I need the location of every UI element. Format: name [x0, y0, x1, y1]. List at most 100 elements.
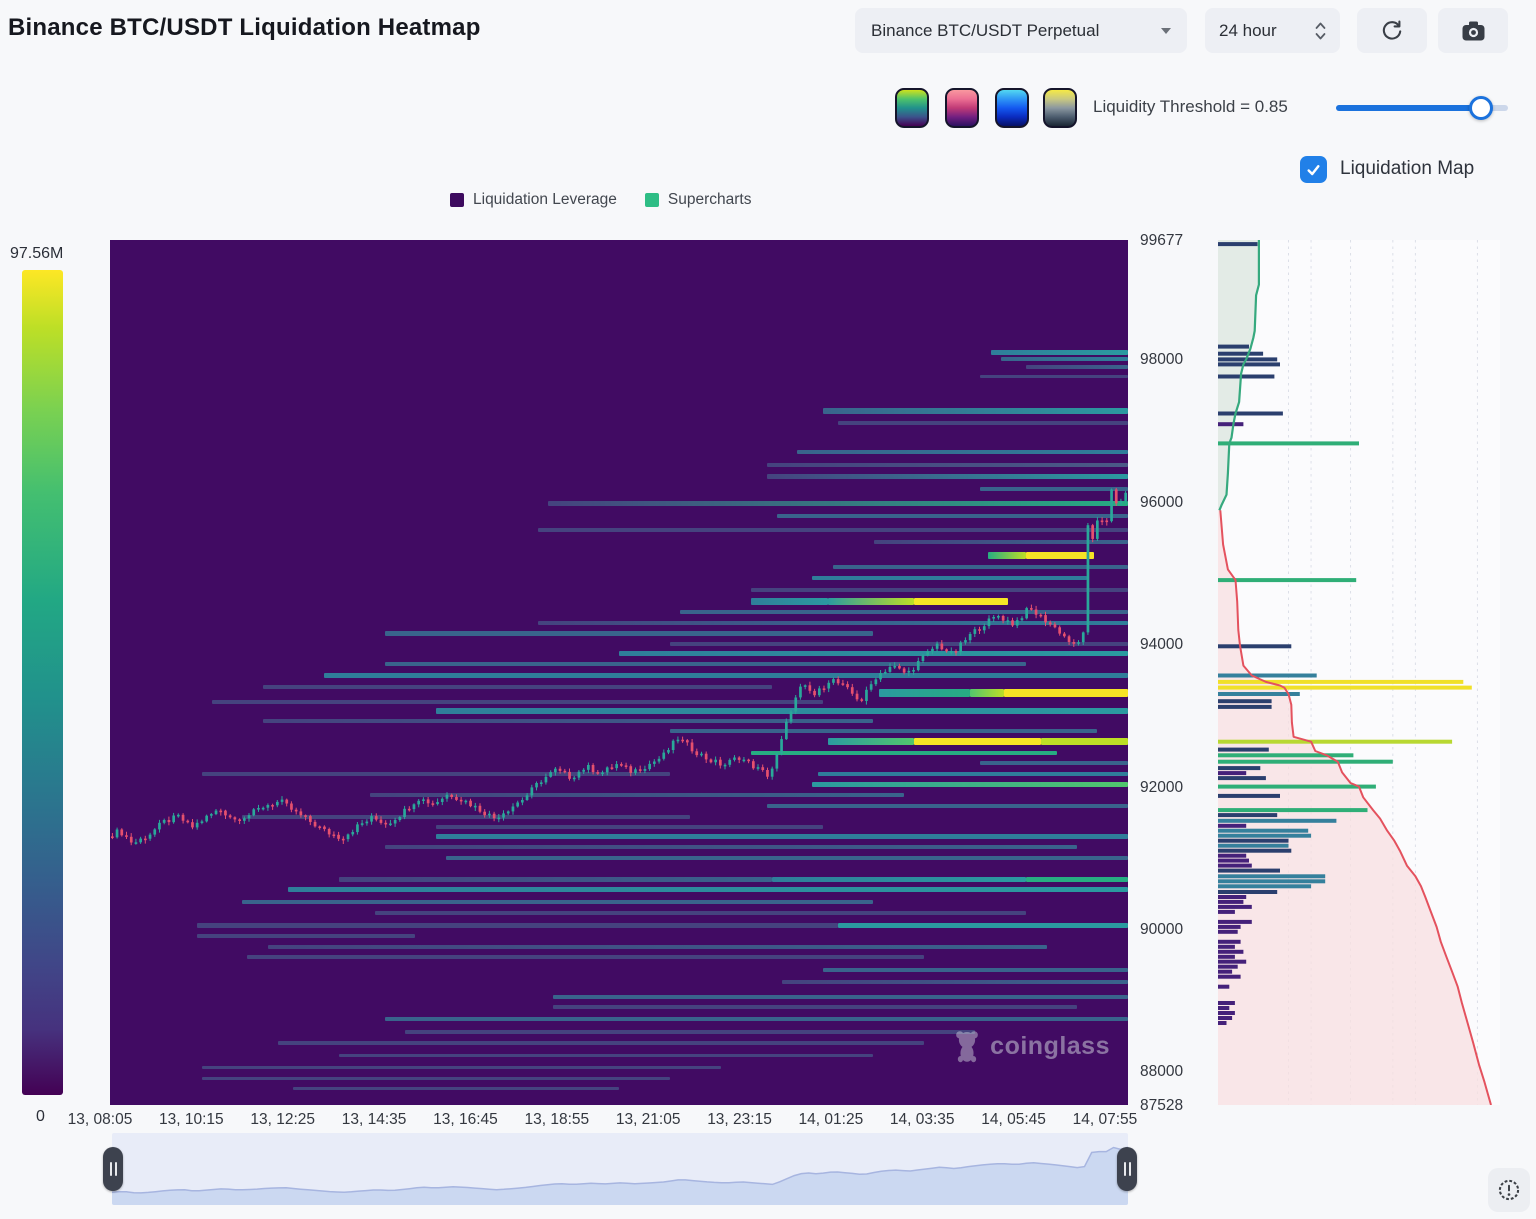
refresh-icon: [1382, 20, 1402, 40]
liq-bar: [1218, 969, 1233, 974]
liq-bar: [1218, 858, 1249, 863]
time-tick-label: 14, 01:25: [798, 1111, 864, 1128]
heat-streak: [288, 887, 1128, 893]
liq-bar: [1218, 823, 1247, 828]
heat-streak: [201, 1065, 721, 1069]
navigator-area-chart: [112, 1146, 1128, 1205]
palette-swatch-viridis[interactable]: [895, 88, 929, 128]
legend-item-supercharts[interactable]: Supercharts: [644, 191, 752, 209]
heat-streak: [970, 688, 1004, 697]
heat-streak: [552, 994, 1128, 999]
price-tick-label: 99677: [1140, 232, 1184, 249]
heat-streak: [619, 650, 1128, 656]
heat-streak: [832, 564, 1128, 569]
heat-streak: [445, 855, 1128, 860]
liq-bar: [1218, 578, 1357, 583]
heat-streak: [196, 934, 416, 939]
liq-bar: [1218, 1011, 1235, 1015]
liquidation-map-panel[interactable]: [1218, 240, 1500, 1105]
heat-streak: [277, 1040, 925, 1045]
heat-streak: [1026, 551, 1095, 559]
heat-streak: [384, 1017, 1128, 1022]
heat-streak: [247, 955, 925, 960]
palette-swatch-cividis[interactable]: [1043, 88, 1077, 128]
heat-streak: [201, 1077, 670, 1080]
heat-streak: [339, 876, 772, 882]
heat-streak: [837, 922, 1128, 928]
pair-selector-dropdown[interactable]: Binance BTC/USDT Perpetual: [855, 8, 1187, 53]
heat-streak: [827, 597, 915, 605]
heat-streak: [914, 738, 1042, 746]
navigator-right-handle[interactable]: [1117, 1147, 1137, 1191]
legend-swatch: [450, 193, 464, 207]
liquidation-heatmap-plot[interactable]: coinglass: [110, 240, 1128, 1105]
heat-streak: [766, 474, 1128, 480]
liq-bar: [1218, 759, 1393, 764]
heat-streak: [196, 922, 838, 928]
refresh-button[interactable]: [1357, 8, 1427, 53]
heat-streak: [435, 708, 1128, 715]
heat-streak: [1026, 364, 1128, 369]
heat-streak: [827, 738, 915, 746]
liq-bar: [1218, 959, 1247, 964]
liq-bar: [1218, 1006, 1230, 1010]
heat-streak: [374, 910, 1027, 915]
liq-bar: [1218, 909, 1235, 914]
heat-streak: [242, 899, 874, 904]
heat-streak: [812, 781, 1128, 787]
liquidation-map-checkbox[interactable]: [1300, 156, 1327, 183]
range-navigator[interactable]: [112, 1133, 1128, 1205]
candlestick-overlay: [111, 487, 1127, 846]
heat-streak: [822, 408, 1128, 415]
liquidity-threshold-slider[interactable]: [1336, 96, 1508, 120]
legend-item-liquidation-leverage[interactable]: Liquidation Leverage: [450, 191, 617, 209]
liq-bar: [1218, 853, 1247, 858]
heat-streak: [751, 751, 1057, 756]
interval-selector[interactable]: 24 hour: [1205, 8, 1340, 53]
heat-streak: [384, 662, 1027, 667]
liq-bar: [1218, 838, 1289, 843]
slider-handle[interactable]: [1469, 96, 1493, 120]
time-tick-label: 13, 14:35: [341, 1111, 407, 1128]
liq-bar: [1218, 351, 1264, 356]
liq-bar: [1218, 944, 1235, 949]
heat-streak: [435, 833, 1128, 839]
coinglass-watermark-text: coinglass: [990, 1031, 1110, 1060]
liq-bar: [1218, 974, 1241, 979]
liq-bar: [1218, 699, 1272, 704]
heat-streak: [669, 642, 1128, 647]
palette-swatch-blues[interactable]: [995, 88, 1029, 128]
legend-label: Liquidation Leverage: [473, 191, 617, 208]
liq-bar: [1218, 874, 1326, 879]
liq-bar: [1218, 793, 1280, 798]
chevron-down-icon: [1161, 27, 1171, 34]
liq-bar: [1218, 441, 1359, 446]
liq-bar: [1218, 1001, 1235, 1005]
heat-streak: [267, 944, 1047, 949]
liq-bar: [1218, 833, 1312, 838]
liq-bar: [1218, 422, 1244, 427]
liq-bar: [1218, 374, 1275, 379]
pause-handle-icon: [1123, 1162, 1126, 1176]
liq-bar: [1218, 863, 1252, 868]
liq-bar: [1218, 868, 1280, 873]
time-tick-label: 13, 16:45: [433, 1111, 498, 1128]
alert-settings-button[interactable]: [1488, 1168, 1530, 1212]
liquidity-threshold-label: Liquidity Threshold = 0.85: [1093, 97, 1288, 116]
heat-streak: [435, 825, 823, 830]
heat-streak: [323, 673, 1128, 679]
camera-icon: [1462, 21, 1484, 40]
liq-bar: [1218, 895, 1247, 899]
time-tick-label: 14, 05:45: [981, 1111, 1046, 1128]
time-tick-label: 13, 10:15: [159, 1111, 224, 1128]
heat-streak: [914, 597, 1008, 605]
colorbar-min-label: 0: [36, 1108, 45, 1125]
liq-bar: [1218, 1016, 1233, 1020]
palette-swatch-magma[interactable]: [945, 88, 979, 128]
screenshot-button[interactable]: [1438, 8, 1508, 53]
heat-streak: [537, 620, 1128, 625]
coinglass-logo-icon: [956, 1031, 979, 1063]
navigator-left-handle[interactable]: [103, 1147, 123, 1191]
heat-streak: [201, 771, 670, 776]
heat-streak: [369, 793, 905, 798]
